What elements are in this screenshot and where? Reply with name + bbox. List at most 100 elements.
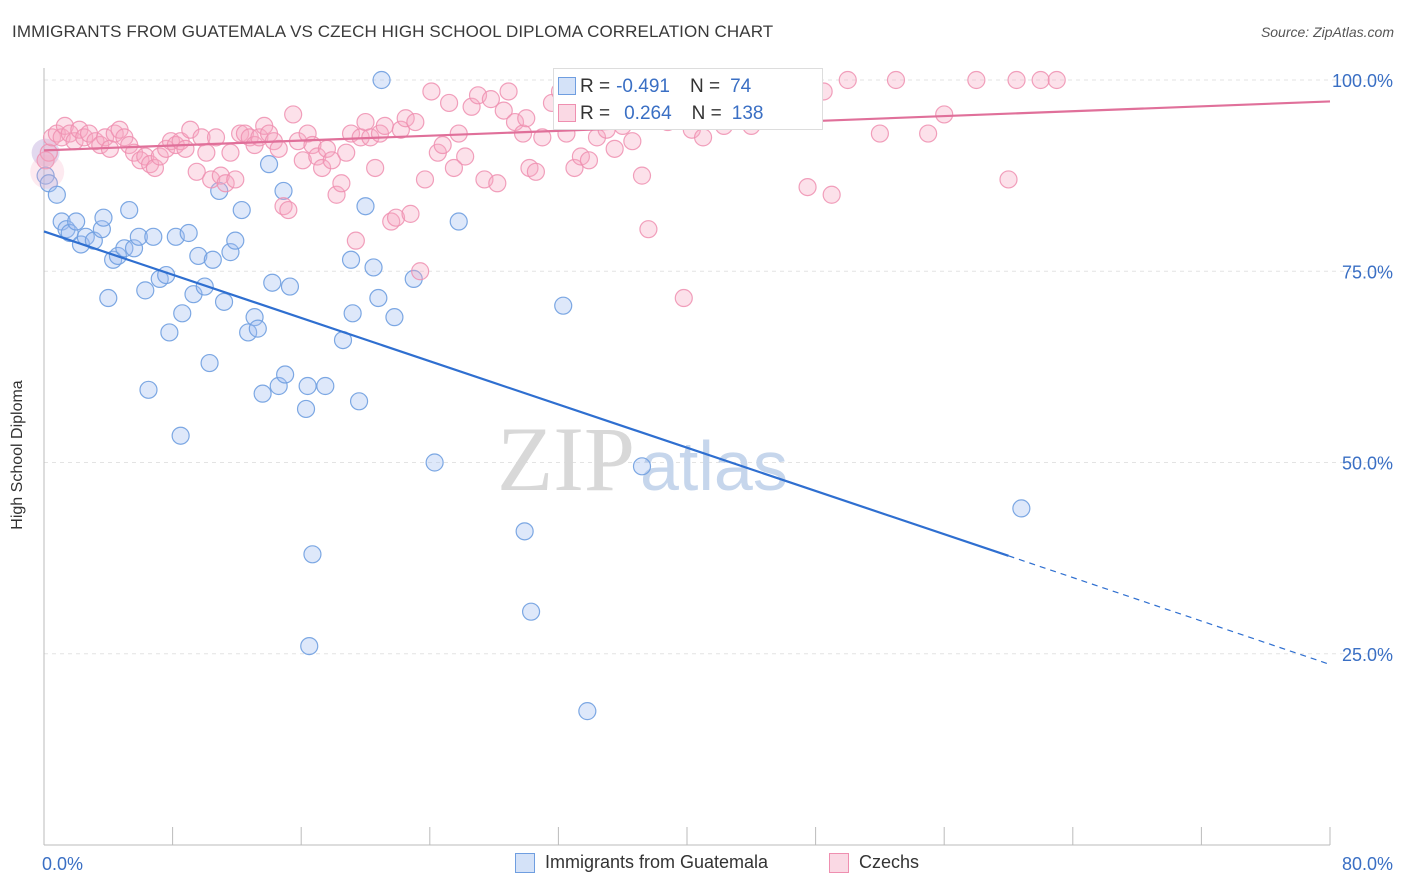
czechs-point — [337, 143, 356, 162]
guatemala-point — [372, 70, 391, 90]
legend-label-guatemala: Immigrants from Guatemala — [545, 852, 769, 872]
guatemala-point — [521, 602, 541, 621]
guatemala-point — [578, 702, 597, 721]
y-axis-label: High School Diploma — [9, 380, 26, 530]
chart-title: IMMIGRANTS FROM GUATEMALA VS CZECH HIGH … — [12, 22, 774, 41]
guatemala-point — [214, 292, 234, 311]
czechs-point — [838, 70, 857, 90]
source-label: Source: ZipAtlas.com — [1260, 24, 1394, 40]
czechs-point — [411, 262, 430, 281]
legend-n-value: 74 — [730, 76, 752, 97]
guatemala-point — [276, 365, 295, 384]
guatemala-point — [171, 426, 190, 445]
guatemala-point — [189, 246, 208, 266]
czechs-point — [439, 93, 459, 113]
guatemala-point — [300, 636, 319, 656]
legend-r-value: -0.491 — [616, 76, 670, 97]
y-tick-label: 75.0% — [1342, 262, 1393, 282]
guatemala-point — [120, 200, 139, 220]
czechs-point — [526, 162, 545, 181]
czechs-point — [967, 70, 986, 90]
czechs-point — [433, 135, 452, 155]
guatemala-point — [280, 277, 300, 296]
guatemala-point — [274, 181, 293, 201]
guatemala-point — [369, 288, 388, 308]
guatemala-point — [203, 250, 222, 269]
czechs-point — [187, 162, 206, 181]
guatemala-point — [316, 376, 335, 396]
czechs-point — [401, 204, 420, 223]
guatemala-point — [245, 308, 264, 327]
guatemala-trend-extension — [1008, 555, 1331, 666]
czechs-point — [206, 128, 226, 147]
legend-swatch-pink — [558, 104, 576, 122]
guatemala-point — [226, 231, 245, 250]
czechs-point — [481, 90, 500, 109]
guatemala-point — [515, 522, 534, 541]
czechs-point — [639, 220, 658, 239]
guatemala-point — [67, 212, 86, 231]
tick-labels: 25.0% 50.0% 75.0% 100.0% 0.0% 80.0% — [42, 71, 1393, 874]
czechs-point — [999, 170, 1018, 189]
guatemala-point — [263, 273, 282, 292]
czechs-point — [517, 109, 536, 128]
watermark: ZIP atlas — [497, 408, 788, 510]
czechs-point — [632, 166, 652, 185]
czechs-point — [605, 139, 624, 158]
guatemala-point — [139, 380, 158, 399]
czechs-point — [513, 124, 533, 143]
czechs-point — [798, 178, 817, 197]
czechs-point — [1031, 70, 1050, 90]
czechs-point — [356, 112, 375, 132]
czechs-point — [456, 147, 475, 166]
guatemala-point — [173, 304, 192, 323]
axes — [43, 68, 1331, 846]
legend-item-czechs: Czechs — [829, 852, 919, 873]
czechs-point — [444, 158, 464, 178]
correlation-legend: R = -0.491 N = 74 R = 0.264 N = 138 — [553, 68, 823, 130]
czechs-point — [886, 70, 906, 90]
legend-r-value: 0.264 — [624, 103, 672, 124]
guatemala-point — [349, 392, 369, 411]
guatemala-point — [160, 323, 179, 342]
grid-lines — [44, 79, 1390, 655]
guatemala-point — [341, 250, 361, 269]
guatemala-point — [94, 208, 113, 227]
guatemala-point — [232, 200, 251, 220]
czechs-point — [312, 158, 332, 178]
czechs-point — [386, 208, 406, 227]
guatemala-point — [221, 243, 240, 262]
czechs-point — [279, 200, 298, 220]
czechs-point — [346, 231, 365, 250]
legend-item-guatemala: Immigrants from Guatemala — [515, 852, 768, 873]
czechs-point — [226, 170, 245, 189]
czechs-point — [145, 158, 165, 178]
series-czechs-points — [30, 70, 1066, 308]
czechs-point — [284, 105, 303, 124]
czechs-point — [221, 143, 240, 162]
czechs-point — [197, 143, 216, 162]
czechs-point — [298, 124, 317, 143]
czechs-point — [623, 132, 642, 151]
czechs-point — [391, 120, 410, 139]
czechs-point — [565, 158, 584, 178]
legend-n-label: N = — [689, 76, 721, 97]
guatemala-point — [253, 384, 272, 403]
czechs-point — [674, 288, 693, 308]
czechs-point — [462, 97, 481, 116]
czechs-point — [499, 82, 518, 101]
guatemala-point — [554, 296, 573, 315]
czechs-point — [579, 151, 599, 170]
guatemala-point — [200, 353, 219, 373]
czechs-point — [422, 82, 441, 101]
guatemala-point — [136, 281, 155, 300]
guatemala-point — [115, 239, 134, 258]
guatemala-point — [425, 453, 444, 472]
czechs-point — [396, 109, 415, 128]
guatemala-point — [124, 239, 144, 258]
guatemala-point — [144, 227, 163, 246]
czechs-point — [202, 170, 221, 189]
czechs-point — [870, 124, 890, 143]
legend-label-czechs: Czechs — [859, 852, 920, 872]
guatemala-point — [343, 304, 362, 323]
